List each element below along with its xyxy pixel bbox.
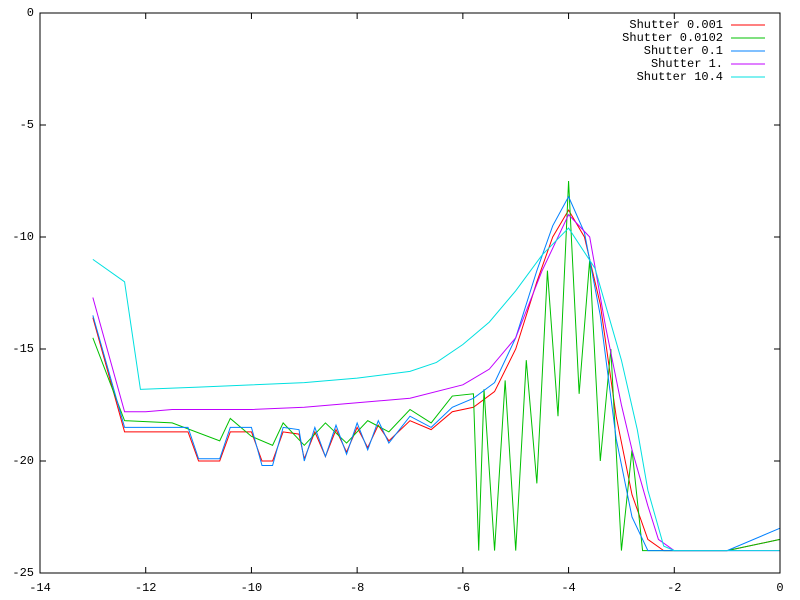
y-tick-label: -10 — [12, 230, 34, 244]
x-tick-label: -6 — [456, 581, 470, 595]
x-tick-label: -12 — [135, 581, 157, 595]
legend-label: Shutter 0.001 — [629, 18, 723, 32]
y-tick-label: -25 — [12, 566, 34, 580]
legend-label: Shutter 0.1 — [644, 44, 723, 58]
series-line — [92, 195, 781, 552]
y-tick-label: -20 — [12, 454, 34, 468]
y-tick-label: -5 — [20, 118, 34, 132]
legend-label: Shutter 1. — [651, 57, 723, 71]
x-tick-label: -4 — [561, 581, 575, 595]
series-line — [92, 180, 781, 552]
series-line — [92, 213, 780, 552]
x-tick-label: -8 — [350, 581, 364, 595]
x-tick-label: -14 — [29, 581, 51, 595]
legend-label: Shutter 0.0102 — [622, 31, 723, 45]
series-line — [92, 227, 780, 552]
x-tick-label: 0 — [776, 581, 783, 595]
legend-label: Shutter 10.4 — [637, 70, 723, 84]
x-tick-label: -10 — [241, 581, 263, 595]
x-tick-label: -2 — [667, 581, 681, 595]
y-tick-label: 0 — [27, 6, 34, 20]
y-tick-label: -15 — [12, 342, 34, 356]
plot-border — [39, 12, 781, 574]
